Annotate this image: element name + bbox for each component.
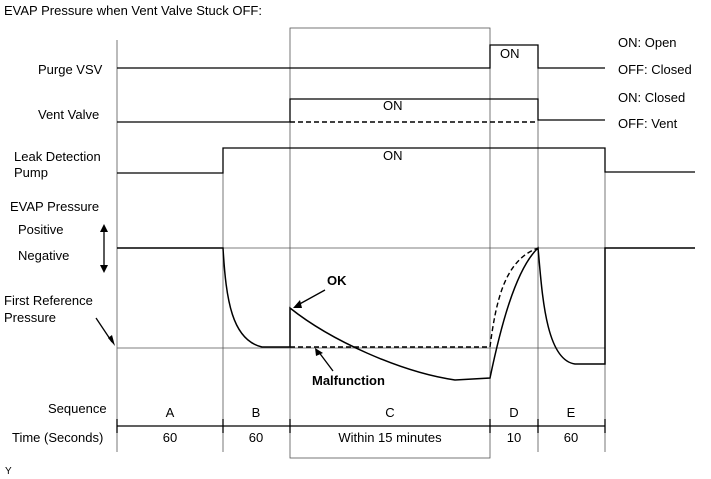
vent-on-label: ON	[383, 98, 403, 113]
time-item-d: 10	[507, 430, 521, 445]
legend-purge-off: OFF: Closed	[618, 62, 692, 77]
pressure-axis-arrow-up	[100, 224, 108, 232]
legend-vent-off: OFF: Vent	[618, 116, 678, 131]
sequence-item-e: E	[567, 405, 576, 420]
footnote: Y	[5, 466, 12, 477]
label-evap-pressure: EVAP Pressure	[10, 199, 99, 214]
malfunction-pointer	[317, 350, 334, 372]
legend-vent-on: ON: Closed	[618, 90, 685, 105]
pressure-axis-arrow-down	[100, 265, 108, 273]
legend-purge-on: ON: Open	[618, 35, 677, 50]
time-item-c: Within 15 minutes	[338, 430, 442, 445]
time-item-b: 60	[249, 430, 263, 445]
sequence-item-c: C	[385, 405, 394, 420]
vent-valve-waveform	[117, 98, 605, 123]
label-leak-pump-2: Pump	[14, 165, 48, 180]
ok-pointer	[295, 289, 326, 307]
evap-pressure-curve	[117, 246, 695, 381]
label-first-ref-2: Pressure	[4, 310, 56, 325]
sequence-c-box	[289, 27, 491, 459]
label-negative: Negative	[18, 248, 69, 263]
time-item-e: 60	[564, 430, 578, 445]
diagram-title: EVAP Pressure when Vent Valve Stuck OFF:	[4, 3, 262, 18]
purge-on-label: ON	[500, 46, 520, 61]
purge-vsv-waveform	[117, 44, 605, 69]
ok-pointer-head	[293, 300, 302, 308]
time-label: Time (Seconds)	[12, 430, 103, 445]
leak-pump-waveform	[117, 147, 695, 174]
malfunction-dashed-curve	[290, 247, 539, 348]
sequence-label: Sequence	[48, 401, 107, 416]
label-first-ref-1: First Reference	[4, 293, 93, 308]
time-item-a: 60	[163, 430, 177, 445]
label-vent-valve: Vent Valve	[38, 107, 99, 122]
first-ref-pointer-head	[108, 335, 115, 346]
malfunction-pointer-head	[315, 348, 323, 356]
label-positive: Positive	[18, 222, 64, 237]
ok-label: OK	[327, 273, 347, 288]
malfunction-label: Malfunction	[312, 373, 385, 388]
sequence-item-b: B	[252, 405, 261, 420]
sequence-item-a: A	[166, 405, 175, 420]
label-purge-vsv: Purge VSV	[38, 62, 103, 77]
pump-on-label: ON	[383, 148, 403, 163]
sequence-item-d: D	[509, 405, 518, 420]
label-leak-pump-1: Leak Detection	[14, 149, 101, 164]
